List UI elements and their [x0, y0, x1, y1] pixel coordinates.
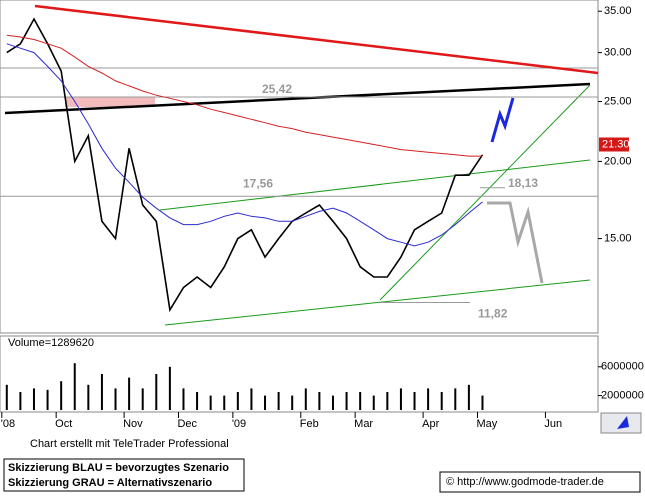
y-tick-label: 15.00: [604, 232, 632, 244]
volume-bar: [481, 395, 484, 410]
black-trend-line: [4, 82, 591, 115]
legend-box: [3, 458, 245, 492]
x-tick-label: '08: [1, 418, 15, 430]
last-price-label: 21.30: [602, 138, 630, 150]
icon-glyph: [617, 416, 629, 429]
volume-bar: [155, 374, 158, 410]
volume-bar: [209, 395, 212, 410]
source: © http://www.godmode-trader.de: [446, 476, 604, 488]
volume-bar: [277, 392, 280, 410]
volume-bar: [141, 388, 144, 410]
volume-bar: [264, 395, 267, 410]
volume-bar: [386, 392, 389, 410]
volume-bar: [182, 388, 185, 410]
grey-scenario-arrow: [487, 201, 544, 284]
volume-bar: [19, 392, 22, 410]
volume-bar: [359, 392, 362, 410]
volume-bar: [114, 388, 117, 410]
y-tick-label: 35.00: [604, 5, 632, 17]
gap-zone: [65, 97, 155, 107]
y-tick-label: 25.00: [604, 95, 632, 107]
volume-bar: [250, 388, 253, 410]
volume-bar: [440, 392, 443, 410]
volume-bar: [399, 388, 402, 410]
volume-bar: [223, 395, 226, 410]
legend-grey: Skizzierung GRAU = Alternativszenario: [8, 477, 212, 489]
green-support-line: [379, 84, 591, 301]
x-tick-label: Feb: [300, 418, 319, 430]
volume-bar: [73, 363, 76, 410]
x-tick-label: Jun: [544, 418, 562, 430]
volume-bar: [60, 381, 63, 410]
level-label: 17,56: [243, 176, 273, 190]
volume-title: Volume=1289620: [8, 337, 94, 349]
price-line: [6, 17, 484, 313]
volume-bar: [454, 388, 457, 410]
price-line: [6, 34, 483, 157]
volume-bar: [46, 389, 49, 410]
volume-bar: [291, 395, 294, 410]
x-tick-label: '09: [232, 418, 246, 430]
y-tick-label: 20.00: [604, 155, 632, 167]
source-box: [439, 471, 641, 493]
volume-bar: [32, 388, 35, 410]
volume-bar: [331, 395, 334, 410]
volume-bar: [128, 377, 131, 410]
volume-bar: [318, 392, 321, 410]
x-tick-label: Oct: [55, 418, 72, 430]
volume-bar: [236, 392, 239, 410]
volume-tick-label: 2000000: [601, 390, 644, 402]
green-channel-bottom: [164, 279, 591, 326]
legend-blue: Skizzierung BLAU = bevorzugtes Szenario: [8, 462, 229, 474]
level-label: 18,13: [508, 176, 538, 190]
credit: Chart erstellt mit TeleTrader Profession…: [30, 438, 229, 450]
volume-bar: [304, 388, 307, 410]
x-tick-label: Apr: [422, 418, 439, 430]
volume-bar: [427, 388, 430, 410]
volume-panel: [0, 335, 599, 413]
x-tick-label: May: [476, 418, 497, 430]
x-tick-label: Mar: [354, 418, 373, 430]
volume-bar: [5, 384, 8, 410]
red-trend-line: [34, 4, 599, 75]
level-label: 25,42: [262, 82, 292, 96]
volume-bar: [168, 366, 171, 410]
price-panel: [0, 0, 599, 334]
volume-bar: [196, 392, 199, 410]
green-channel-top: [159, 159, 591, 211]
x-tick-label: Nov: [123, 418, 143, 430]
volume-bar: [100, 374, 103, 410]
volume-bar: [87, 384, 90, 410]
toolbar-icon: [600, 412, 642, 434]
x-tick-label: Dec: [177, 418, 197, 430]
volume-bar: [413, 392, 416, 410]
level-label: 11,82: [478, 307, 508, 321]
last-price-tag: [599, 137, 629, 152]
blue-scenario-arrow: [490, 97, 515, 143]
volume-bar: [467, 384, 470, 410]
volume-bar: [345, 392, 348, 410]
volume-tick-label: 6000000: [601, 361, 644, 373]
price-line: [6, 43, 483, 247]
y-tick-label: 30.00: [604, 47, 632, 59]
volume-bar: [372, 395, 375, 410]
